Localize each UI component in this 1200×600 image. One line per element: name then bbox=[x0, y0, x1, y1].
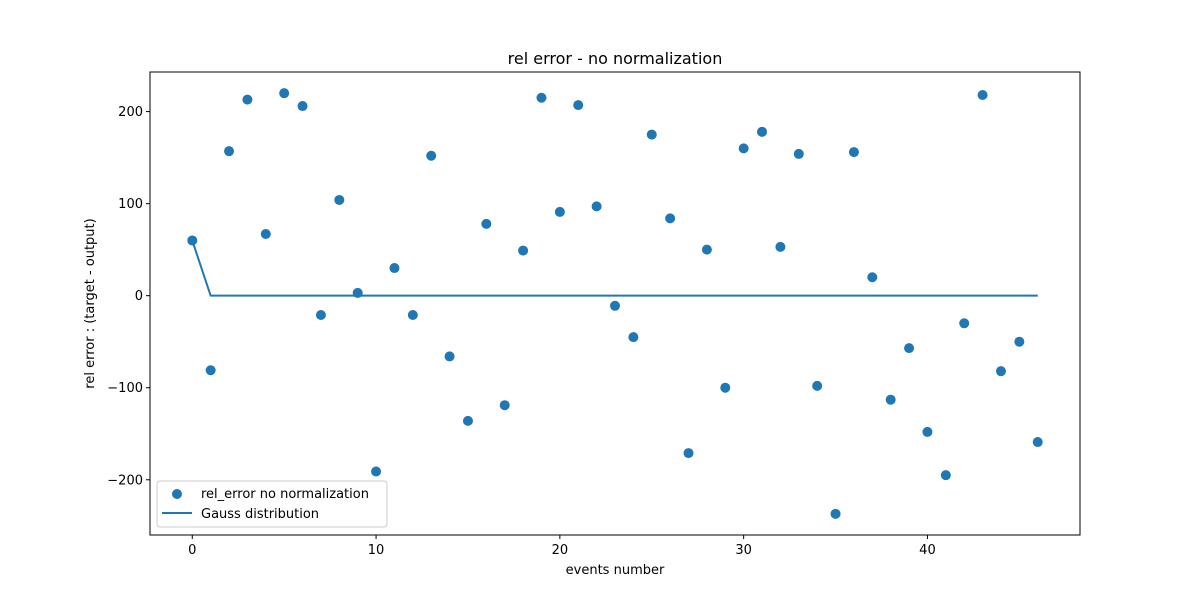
y-axis: −200 −100 0 100 200 bbox=[107, 105, 150, 488]
scatter-point bbox=[738, 143, 749, 154]
y-tick-label: −200 bbox=[107, 473, 143, 488]
scatter-point bbox=[591, 201, 602, 212]
legend-label-line: Gauss distribution bbox=[201, 507, 319, 522]
legend-label-scatter: rel_error no normalization bbox=[201, 487, 369, 502]
scatter-point bbox=[646, 129, 657, 140]
y-tick-label: 0 bbox=[135, 289, 143, 304]
y-tick-label: 100 bbox=[118, 197, 143, 212]
scatter-point bbox=[628, 332, 639, 343]
scatter-point bbox=[224, 146, 235, 157]
scatter-point bbox=[775, 241, 786, 252]
scatter-point bbox=[812, 380, 823, 391]
legend-marker-scatter bbox=[172, 489, 182, 499]
scatter-point bbox=[1032, 437, 1043, 448]
scatter-point bbox=[536, 92, 547, 103]
scatter-point bbox=[610, 300, 620, 311]
chart-title: rel error - no normalization bbox=[508, 49, 723, 68]
x-tick-label: 20 bbox=[552, 543, 569, 558]
scatter-point bbox=[977, 90, 988, 101]
scatter-point bbox=[315, 310, 326, 321]
scatter-point bbox=[389, 263, 400, 274]
x-tick-label: 40 bbox=[919, 543, 936, 558]
scatter-point bbox=[371, 466, 382, 477]
x-axis: 0 10 20 30 40 bbox=[188, 535, 936, 558]
scatter-point bbox=[205, 365, 216, 376]
plot-frame bbox=[149, 71, 1081, 536]
series-line-gauss bbox=[191, 240, 1038, 297]
y-tick-label: −100 bbox=[107, 381, 143, 396]
x-tick-label: 30 bbox=[735, 543, 752, 558]
scatter-point bbox=[922, 426, 933, 437]
y-axis-label: rel error : (target - output) bbox=[83, 218, 98, 388]
scatter-point bbox=[885, 394, 896, 405]
scatter-point bbox=[995, 366, 1006, 377]
scatter-point bbox=[701, 244, 712, 255]
scatter-point bbox=[904, 343, 915, 354]
scatter-point bbox=[1014, 336, 1025, 347]
y-tick-label: 200 bbox=[118, 105, 143, 120]
scatter-point bbox=[426, 150, 437, 161]
scatter-point bbox=[462, 415, 473, 426]
scatter-point bbox=[481, 218, 492, 229]
plot-area bbox=[149, 71, 1081, 536]
scatter-point bbox=[334, 194, 345, 205]
scatter-point bbox=[407, 310, 418, 321]
series-layer bbox=[187, 88, 1043, 519]
scatter-point bbox=[683, 448, 694, 459]
scatter-point bbox=[444, 351, 455, 362]
x-tick-label: 0 bbox=[188, 543, 196, 558]
scatter-point bbox=[848, 147, 859, 158]
scatter-point bbox=[573, 100, 584, 111]
legend-box bbox=[156, 480, 388, 528]
scatter-point bbox=[297, 101, 308, 112]
scatter-point bbox=[242, 94, 253, 105]
scatter-point bbox=[352, 287, 363, 298]
scatter-point bbox=[499, 400, 510, 411]
scatter-point bbox=[518, 245, 529, 256]
scatter-point bbox=[260, 229, 271, 239]
x-tick-label: 10 bbox=[368, 543, 385, 558]
scatter-point bbox=[720, 382, 731, 393]
scatter-point bbox=[554, 206, 565, 217]
scatter-point bbox=[959, 318, 970, 329]
scatter-point bbox=[867, 272, 878, 283]
scatter-point bbox=[793, 148, 804, 159]
scatter-point bbox=[830, 508, 841, 519]
scatter-point bbox=[757, 126, 768, 137]
scatter-point bbox=[665, 213, 676, 224]
x-axis-label: events number bbox=[566, 563, 665, 578]
scatter-point bbox=[279, 88, 290, 99]
scatter-point bbox=[940, 470, 951, 481]
legend: rel_error no normalization Gauss distrib… bbox=[156, 480, 388, 528]
scatter-point bbox=[187, 235, 198, 246]
